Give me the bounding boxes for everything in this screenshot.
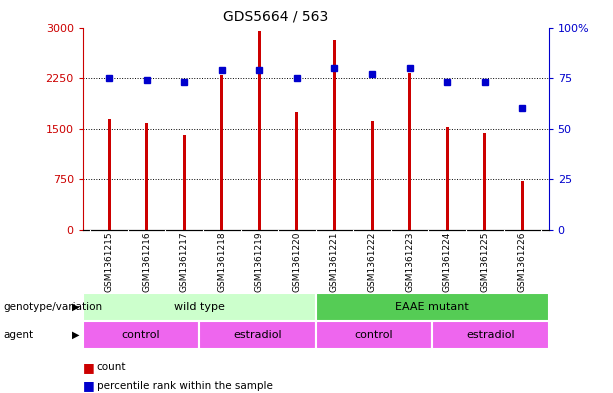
Bar (83, 321, 199, 349)
Text: GSM1361219: GSM1361219 (255, 232, 264, 292)
Text: estradiol: estradiol (233, 330, 282, 340)
Bar (316, 321, 432, 349)
Text: control: control (354, 330, 394, 340)
Bar (446, 127, 449, 230)
Text: ■: ■ (83, 379, 94, 393)
Text: GSM1361221: GSM1361221 (330, 232, 339, 292)
Text: percentile rank within the sample: percentile rank within the sample (97, 381, 273, 391)
Text: GSM1361223: GSM1361223 (405, 232, 414, 292)
Text: wild type: wild type (174, 302, 224, 312)
Text: ▶: ▶ (72, 330, 79, 340)
Text: GSM1361217: GSM1361217 (180, 232, 189, 292)
Bar (295, 112, 299, 230)
Text: ■: ■ (83, 360, 94, 374)
Text: GSM1361220: GSM1361220 (292, 232, 302, 292)
Bar (408, 73, 411, 230)
Bar (432, 321, 549, 349)
Text: GSM1361218: GSM1361218 (217, 232, 226, 292)
Bar (183, 136, 186, 230)
Bar (107, 119, 110, 230)
Text: count: count (97, 362, 126, 372)
Bar (199, 321, 316, 349)
Text: GSM1361216: GSM1361216 (142, 232, 151, 292)
Bar (145, 123, 148, 230)
Text: estradiol: estradiol (466, 330, 515, 340)
Text: GDS5664 / 563: GDS5664 / 563 (223, 10, 329, 24)
Text: GSM1361226: GSM1361226 (518, 232, 527, 292)
Text: control: control (121, 330, 161, 340)
Bar (370, 121, 373, 230)
Bar (83, 293, 316, 321)
Text: EAAE mutant: EAAE mutant (395, 302, 469, 312)
Text: GSM1361215: GSM1361215 (105, 232, 113, 292)
Text: GSM1361225: GSM1361225 (480, 232, 489, 292)
Bar (220, 75, 223, 230)
Text: genotype/variation: genotype/variation (3, 302, 102, 312)
Bar (316, 293, 549, 321)
Bar (521, 181, 524, 230)
Text: ▶: ▶ (72, 302, 79, 312)
Text: agent: agent (3, 330, 33, 340)
Text: GSM1361224: GSM1361224 (443, 232, 452, 292)
Bar (483, 133, 486, 230)
Text: GSM1361222: GSM1361222 (368, 232, 376, 292)
Bar (333, 40, 336, 230)
Bar (258, 31, 261, 230)
